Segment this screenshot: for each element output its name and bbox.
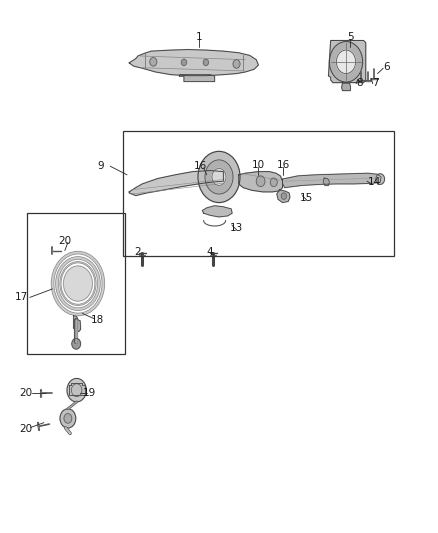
Polygon shape xyxy=(129,171,223,196)
Bar xyxy=(123,131,394,256)
Polygon shape xyxy=(239,172,283,192)
Text: 17: 17 xyxy=(15,293,28,302)
Circle shape xyxy=(181,59,187,66)
Text: 8: 8 xyxy=(356,78,363,87)
Circle shape xyxy=(71,384,82,397)
Circle shape xyxy=(233,60,240,68)
Text: 16: 16 xyxy=(277,160,290,170)
Circle shape xyxy=(198,151,240,203)
Polygon shape xyxy=(342,83,350,91)
Text: 18: 18 xyxy=(91,315,104,325)
Text: 6: 6 xyxy=(383,62,390,71)
Circle shape xyxy=(203,59,208,66)
Polygon shape xyxy=(277,190,290,203)
Text: 20: 20 xyxy=(20,389,33,398)
Text: 5: 5 xyxy=(347,33,354,42)
Circle shape xyxy=(329,42,363,82)
Circle shape xyxy=(64,414,72,423)
Text: 15: 15 xyxy=(300,193,313,203)
Text: 20: 20 xyxy=(58,236,71,246)
Polygon shape xyxy=(202,206,232,217)
Bar xyxy=(27,213,125,354)
Text: 14: 14 xyxy=(368,177,381,187)
Circle shape xyxy=(212,168,226,185)
Polygon shape xyxy=(74,316,81,332)
Circle shape xyxy=(256,176,265,187)
Circle shape xyxy=(376,174,385,184)
Text: 16: 16 xyxy=(194,161,207,171)
Text: 10: 10 xyxy=(252,160,265,170)
Text: 19: 19 xyxy=(83,389,96,398)
Polygon shape xyxy=(323,178,329,185)
Polygon shape xyxy=(180,75,215,82)
Circle shape xyxy=(270,178,277,187)
Text: 13: 13 xyxy=(230,223,243,233)
Polygon shape xyxy=(283,173,381,188)
Circle shape xyxy=(64,266,92,301)
Text: 7: 7 xyxy=(372,78,379,87)
Polygon shape xyxy=(69,383,85,395)
Circle shape xyxy=(205,160,233,194)
Circle shape xyxy=(150,58,157,66)
Polygon shape xyxy=(129,50,258,76)
Text: 2: 2 xyxy=(134,247,141,256)
Text: 1: 1 xyxy=(196,33,203,42)
Polygon shape xyxy=(328,41,366,83)
Text: 4: 4 xyxy=(207,247,214,256)
Text: 9: 9 xyxy=(97,161,104,171)
Circle shape xyxy=(336,50,356,74)
Circle shape xyxy=(72,338,81,349)
Text: 20: 20 xyxy=(19,424,32,434)
Circle shape xyxy=(60,409,76,428)
Circle shape xyxy=(281,193,286,199)
Circle shape xyxy=(67,378,86,402)
